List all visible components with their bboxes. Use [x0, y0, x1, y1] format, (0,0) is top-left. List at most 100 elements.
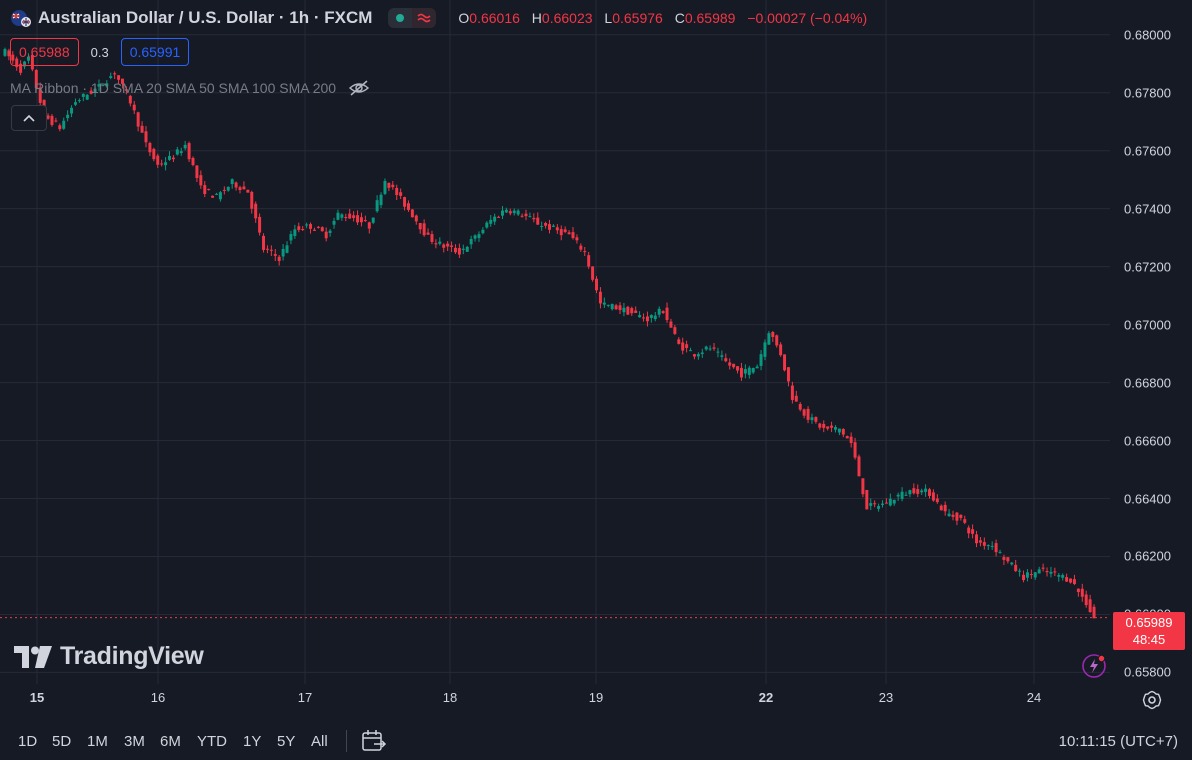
range-button-1d[interactable]: 1D: [18, 733, 38, 750]
range-button-6m[interactable]: 6M: [160, 733, 181, 750]
candle: [285, 241, 289, 254]
candle: [1088, 594, 1092, 613]
timezone-clock[interactable]: 10:11:15 (UTC+7): [1058, 733, 1178, 750]
candle: [465, 245, 469, 252]
range-button-5y[interactable]: 5Y: [277, 733, 296, 750]
candle: [191, 156, 195, 167]
candle: [258, 213, 262, 236]
candle: [591, 266, 595, 282]
range-button-all[interactable]: All: [311, 733, 328, 750]
candle: [117, 75, 121, 85]
candle: [19, 60, 23, 76]
candle: [1053, 567, 1057, 577]
candle: [309, 222, 313, 234]
collapse-legend-button[interactable]: [11, 105, 47, 131]
time-tick-label: 23: [878, 690, 894, 705]
price-tick-label: 0.66600: [1124, 433, 1171, 449]
buy-button[interactable]: 0.65991: [120, 38, 190, 66]
candle: [473, 234, 477, 242]
candle: [1002, 554, 1006, 566]
candle: [920, 488, 924, 496]
candle: [833, 425, 837, 433]
time-tick-label: 24: [1026, 690, 1042, 705]
logo-text: TradingView: [60, 642, 204, 670]
candle: [30, 53, 34, 72]
candle: [661, 310, 665, 314]
candle: [959, 514, 963, 521]
candle: [199, 170, 203, 189]
candle: [896, 492, 900, 501]
candle: [794, 390, 798, 402]
chart-grid: [0, 0, 1110, 684]
sell-button[interactable]: 0.65988: [10, 38, 79, 66]
candle: [242, 181, 246, 190]
candle: [857, 454, 861, 477]
candle: [712, 342, 716, 351]
time-axis[interactable]: 15 16 17 18 19 22 23 24: [0, 684, 1110, 714]
candle: [164, 157, 168, 171]
candle: [371, 217, 375, 225]
candle: [540, 221, 544, 231]
candle: [175, 146, 179, 156]
candlestick-chart[interactable]: [0, 0, 1110, 684]
close-label: C: [674, 10, 685, 26]
market-status-pill[interactable]: [388, 8, 437, 28]
gear-icon[interactable]: [1140, 688, 1164, 712]
price-tick-label: 0.65800: [1124, 664, 1171, 680]
candle: [955, 511, 959, 526]
candle: [618, 302, 622, 315]
time-tick-label: 18: [442, 690, 458, 705]
candle: [963, 515, 967, 525]
price-axis[interactable]: 0.68000 0.67800 0.67600 0.67400 0.67200 0.670…: [1110, 0, 1192, 684]
candle: [763, 339, 767, 361]
candle: [356, 210, 360, 226]
candle: [861, 478, 865, 498]
candle: [62, 117, 66, 130]
candle: [183, 140, 187, 151]
candle: [528, 212, 532, 218]
candle: [575, 234, 579, 244]
ohlc-values: O0.66016 H0.66023 L0.65976 C0.65989 −0.0…: [458, 10, 867, 26]
calendar-range-icon[interactable]: [360, 728, 388, 754]
candle: [450, 241, 454, 253]
candle: [786, 367, 790, 387]
candle: [395, 184, 399, 201]
candle: [344, 213, 348, 222]
bottom-toolbar: 1D 5D 1M 3M 6M YTD 1Y 5Y All: [0, 722, 1192, 760]
candle: [312, 227, 316, 232]
candle: [387, 182, 391, 192]
candle: [728, 358, 732, 370]
candle: [234, 181, 238, 191]
range-button-3m[interactable]: 3M: [124, 733, 145, 750]
candle: [544, 221, 548, 229]
candle: [101, 84, 105, 87]
high-label: H: [531, 10, 542, 26]
candle: [951, 510, 955, 521]
candle: [297, 222, 301, 233]
range-button-ytd[interactable]: YTD: [197, 733, 227, 750]
candle: [1022, 570, 1026, 583]
candle: [230, 178, 234, 189]
candle: [328, 228, 332, 237]
candle: [849, 432, 853, 448]
range-button-1y[interactable]: 1Y: [243, 733, 262, 750]
range-button-1m[interactable]: 1M: [87, 733, 108, 750]
eye-off-icon[interactable]: [348, 79, 370, 97]
candle: [567, 230, 571, 235]
candle: [939, 504, 943, 511]
candle: [610, 303, 614, 311]
candle: [1041, 563, 1045, 572]
symbol-title[interactable]: Australian Dollar / U.S. Dollar · 1h · F…: [38, 8, 373, 27]
candle: [430, 230, 434, 245]
indicator-legend[interactable]: MA Ribbon · 1D SMA 20 SMA 50 SMA 100 SMA…: [10, 78, 370, 98]
lightning-icon[interactable]: [1080, 652, 1108, 680]
candle: [1006, 557, 1010, 564]
candle: [493, 213, 497, 225]
range-button-5d[interactable]: 5D: [52, 733, 72, 750]
candle: [1061, 573, 1065, 581]
candle: [461, 244, 465, 255]
toolbar-divider: [346, 730, 347, 752]
candle: [814, 416, 818, 424]
candle: [563, 226, 567, 234]
candle: [935, 494, 939, 504]
